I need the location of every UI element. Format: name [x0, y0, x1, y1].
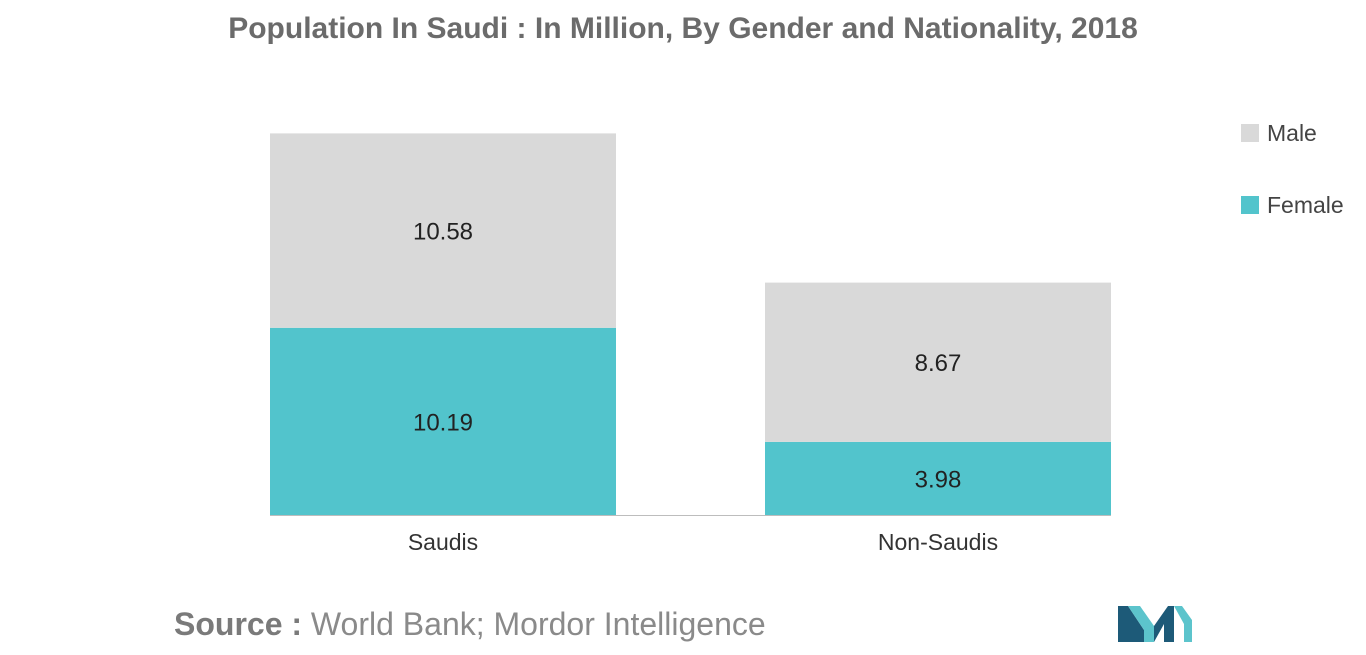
legend-label-male: Male — [1267, 120, 1317, 146]
data-label-male-non-saudis: 8.67 — [915, 350, 962, 377]
legend-swatch-female — [1241, 196, 1259, 214]
data-label-male-saudis: 10.58 — [413, 219, 473, 246]
bar-female-non-saudis — [765, 441, 1111, 515]
source-text: World Bank; Mordor Intelligence — [310, 606, 766, 642]
legend-label-female: Female — [1267, 192, 1344, 218]
x-tick-label-saudis: Saudis — [408, 529, 478, 555]
x-tick-label-non-saudis: Non-Saudis — [878, 529, 998, 555]
bar-male-non-saudis — [765, 282, 1111, 442]
legend-swatch-male — [1241, 124, 1259, 142]
mordor-intelligence-logo-icon — [1118, 606, 1192, 642]
data-label-female-saudis: 10.19 — [413, 409, 473, 436]
source-label: Source : — [174, 606, 303, 642]
data-label-female-non-saudis: 3.98 — [915, 466, 962, 493]
bar-male-saudis — [270, 133, 616, 328]
bar-female-saudis — [270, 327, 616, 515]
source-note: Source : World Bank; Mordor Intelligence — [174, 606, 766, 643]
chart-title: Population In Saudi : In Million, By Gen… — [228, 12, 1138, 45]
